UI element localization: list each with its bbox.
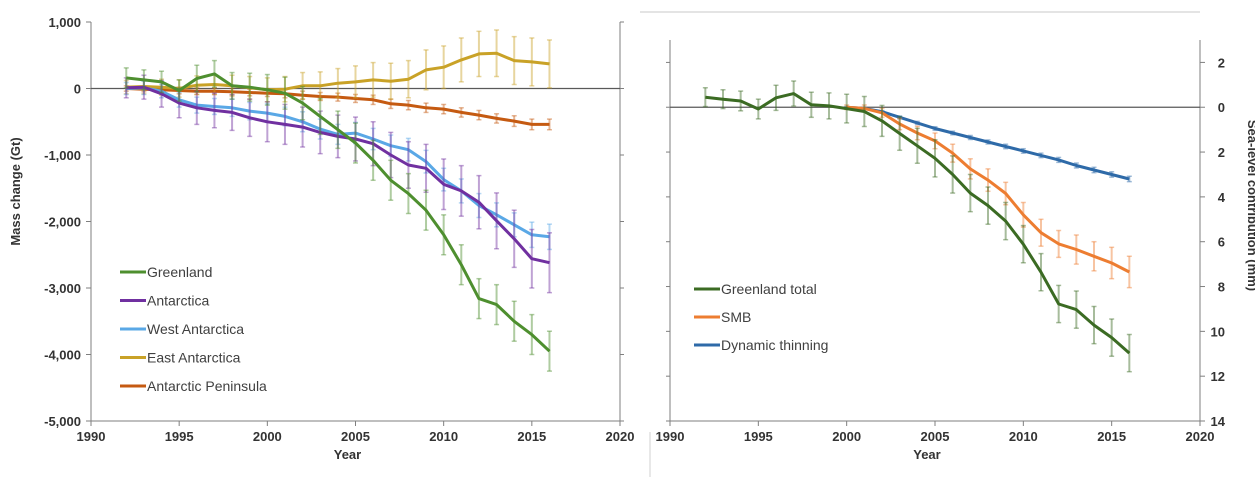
series-line (705, 92, 1131, 355)
y-tick-label: 0 (74, 82, 81, 97)
series-west-antarctica (123, 80, 552, 251)
legend-label: Greenland (147, 264, 212, 280)
series-greenland (123, 59, 552, 372)
legend-label: Greenland total (721, 281, 817, 297)
x-axis-label: Year (334, 447, 361, 462)
x-tick-label: 2010 (429, 429, 458, 444)
y-tick-label: -2,000 (44, 215, 81, 230)
y-tick-label: 0 (1218, 100, 1225, 115)
x-tick-label: 2000 (253, 429, 282, 444)
x-tick-label: 1995 (165, 429, 194, 444)
series-line (846, 105, 1130, 274)
series-antarctic-peninsula (123, 85, 552, 131)
x-tick-label: 2000 (832, 429, 861, 444)
legend-label: Antarctica (147, 293, 209, 309)
legend: Greenland Antarctica West Antarctica East A… (120, 264, 267, 394)
x-tick-label: 2010 (1009, 429, 1038, 444)
series-antarctica (123, 74, 552, 294)
legend: Greenland total SMB Dynamic thinning (694, 281, 828, 353)
series-line (126, 85, 550, 265)
legend-label: Antarctic Peninsula (147, 378, 267, 394)
legend-label: West Antarctica (147, 321, 244, 337)
y-tick-label: -4,000 (44, 348, 81, 363)
y-tick-label: 2 (1218, 145, 1225, 160)
x-tick-label: 1990 (77, 429, 106, 444)
y-tick-label: 14 (1211, 414, 1226, 429)
legend-label: East Antarctica (147, 350, 241, 366)
series-line (846, 105, 1130, 181)
x-tick-label: 2020 (1186, 429, 1215, 444)
y-tick-label: 12 (1211, 369, 1225, 384)
series-line (126, 87, 550, 126)
y-tick-label: 8 (1218, 280, 1225, 295)
x-tick-label: 2015 (1097, 429, 1126, 444)
x-tick-label: 2005 (921, 429, 950, 444)
x-tick-label: 2020 (606, 429, 635, 444)
legend-label: SMB (721, 309, 751, 325)
x-tick-label: 2005 (341, 429, 370, 444)
y-axis-label: Sea-level contribution (mm) (1245, 120, 1255, 291)
y-tick-label: 10 (1211, 324, 1225, 339)
y-axis-label: Mass change (Gt) (8, 137, 23, 245)
x-tick-label: 1990 (656, 429, 685, 444)
y-tick-label: -5,000 (44, 414, 81, 429)
series-line (126, 72, 551, 353)
y-tick-label: -3,000 (44, 281, 81, 296)
series-line (126, 51, 550, 92)
y-tick-label: 1,000 (48, 15, 81, 30)
y-tick-label: 4 (1218, 190, 1226, 205)
y-tick-label: -1,000 (44, 148, 81, 163)
series-greenland-total (702, 80, 1132, 373)
right-chart: 1990 1995 2000 2005 2010 2015 2020 Year 2 0 2 4 6 8 10… (640, 11, 1255, 462)
y-tick-label: 6 (1218, 235, 1225, 250)
x-tick-label: 1995 (744, 429, 773, 444)
left-chart: 1990 1995 2000 2005 2010 2015 2020 Year 1,000 0 -1… (8, 15, 634, 462)
series-line (126, 86, 550, 239)
x-tick-label: 2015 (517, 429, 546, 444)
x-axis-label: Year (913, 447, 940, 462)
legend-label: Dynamic thinning (721, 337, 828, 353)
y-tick-label: 2 (1218, 55, 1225, 70)
